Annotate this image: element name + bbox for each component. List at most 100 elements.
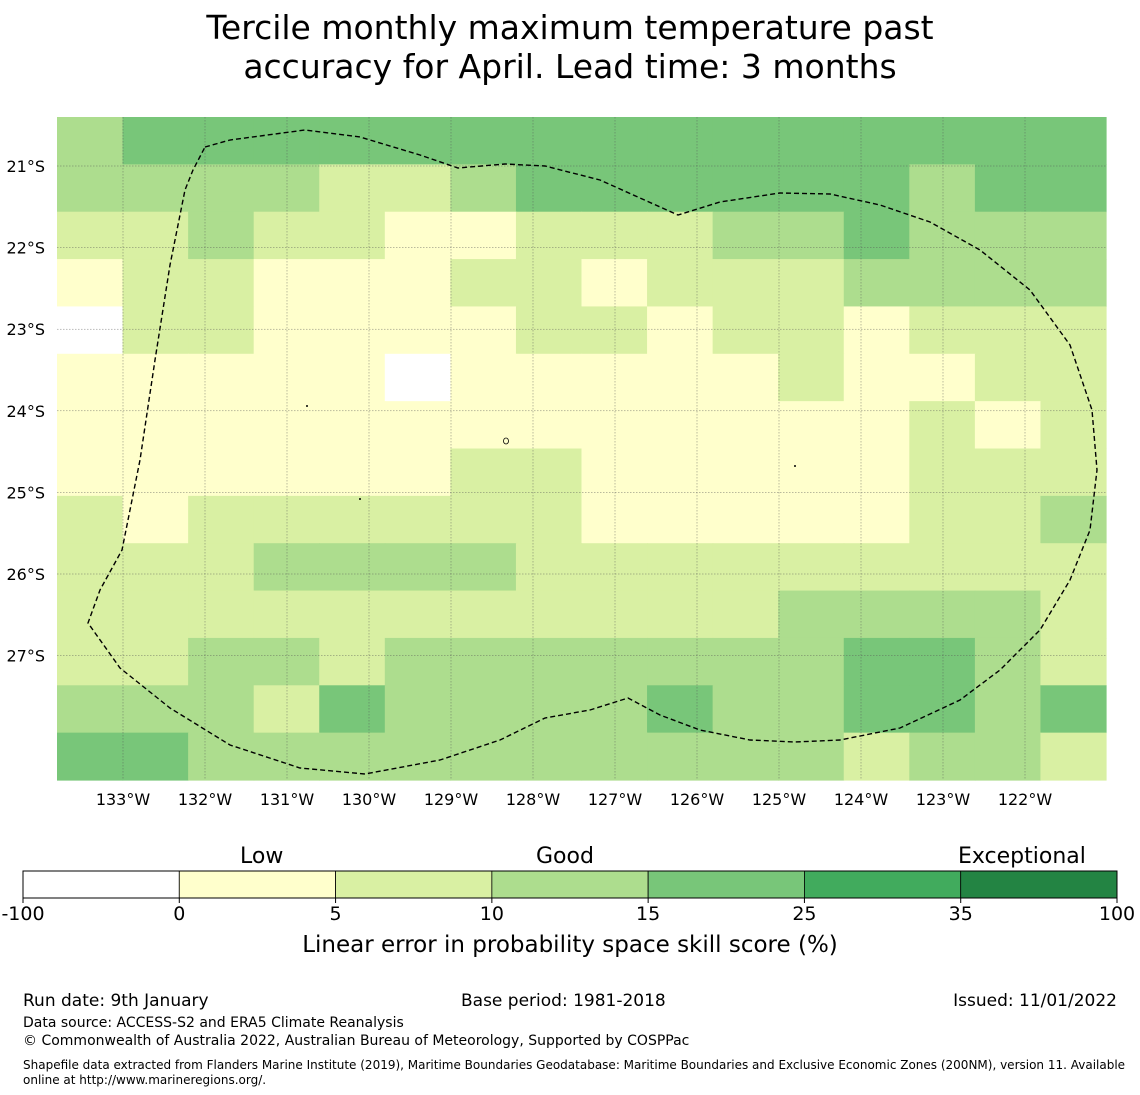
skill-cell xyxy=(319,117,386,165)
skill-cell xyxy=(909,637,976,686)
skill-cell xyxy=(515,117,583,165)
colorbar-segment xyxy=(647,870,805,899)
skill-cell xyxy=(57,590,124,639)
skill-cell xyxy=(581,495,648,544)
skill-cell xyxy=(974,448,1042,497)
skill-cell xyxy=(384,211,451,260)
skill-cell xyxy=(778,495,845,544)
skill-cell xyxy=(188,637,255,686)
skill-cell xyxy=(1040,306,1107,355)
longitude-label: 125°W xyxy=(752,790,807,809)
skill-cell xyxy=(1040,353,1107,402)
skill-cell xyxy=(843,590,910,639)
longitude-label: 133°W xyxy=(96,790,151,809)
skill-cell xyxy=(974,401,1042,450)
colorbar-label-good: Good xyxy=(536,844,594,869)
longitude-label: 122°W xyxy=(998,790,1053,809)
skill-cell xyxy=(581,259,648,308)
colorbar-tick-label: 5 xyxy=(330,903,342,925)
skill-cell xyxy=(384,732,451,781)
skill-cell xyxy=(581,306,648,355)
skill-cell xyxy=(384,495,451,544)
skill-cell xyxy=(909,448,976,497)
skill-cell xyxy=(122,401,189,450)
latitude-label: 22°S xyxy=(6,239,45,258)
skill-cell xyxy=(909,211,976,260)
skill-cell xyxy=(57,117,124,165)
skill-cell xyxy=(1040,732,1107,781)
skill-cell xyxy=(843,211,910,260)
skill-cell xyxy=(515,164,583,213)
copyright: © Commonwealth of Australia 2022, Austra… xyxy=(23,1033,690,1049)
colorbar-tick-label: 15 xyxy=(636,903,660,925)
skill-cell xyxy=(843,117,910,165)
skill-cell xyxy=(647,306,714,355)
latitude-label: 24°S xyxy=(6,402,45,421)
latitude-label: 27°S xyxy=(6,647,45,666)
skill-cell xyxy=(1040,685,1107,734)
longitude-label: 127°W xyxy=(588,790,643,809)
skill-cell xyxy=(450,164,517,213)
skill-cell xyxy=(974,306,1042,355)
skill-cell xyxy=(843,685,910,734)
skill-cell xyxy=(122,117,189,165)
issued-date: Issued: 11/01/2022 xyxy=(953,991,1117,1011)
colorbar-segment xyxy=(178,870,336,899)
skill-cell xyxy=(974,164,1042,213)
skill-cell xyxy=(647,401,714,450)
skill-cell xyxy=(581,590,648,639)
skill-cell xyxy=(1040,164,1107,213)
colorbar-tick-label: -100 xyxy=(1,903,44,925)
base-period: Base period: 1981-2018 xyxy=(461,991,666,1011)
skill-cell xyxy=(647,637,714,686)
skill-cell xyxy=(712,164,779,213)
skill-cell xyxy=(515,685,583,734)
latitude-label: 26°S xyxy=(6,565,45,584)
skill-cell xyxy=(450,211,517,260)
skill-cell xyxy=(1040,211,1107,260)
skill-cell xyxy=(384,259,451,308)
skill-cell xyxy=(57,211,124,260)
skill-cell xyxy=(384,448,451,497)
skill-cell xyxy=(581,448,648,497)
colorbar-tick-labels: -100 0 5 10 15 25 35 100 xyxy=(1,898,1135,925)
skill-cell xyxy=(188,495,255,544)
skill-cell xyxy=(188,401,255,450)
skill-cell xyxy=(450,637,517,686)
title-line-1: Tercile monthly maximum temperature past xyxy=(206,8,934,47)
longitude-label: 132°W xyxy=(178,790,233,809)
skill-cell xyxy=(384,590,451,639)
colorbar-tick-label: 35 xyxy=(949,903,973,925)
title-line-2: accuracy for April. Lead time: 3 months xyxy=(243,47,897,86)
skill-cell xyxy=(712,448,779,497)
eez-boundary xyxy=(87,129,1098,775)
skill-cell xyxy=(712,543,779,592)
colorbar-outline xyxy=(22,870,1118,899)
island-markers xyxy=(306,405,796,500)
skill-cell xyxy=(712,306,779,355)
skill-cell xyxy=(581,164,648,213)
skill-cell xyxy=(319,401,386,450)
skill-cell xyxy=(778,117,845,165)
skill-cell xyxy=(647,353,714,402)
skill-cell xyxy=(188,306,255,355)
skill-cell xyxy=(319,259,386,308)
skill-cell xyxy=(712,117,779,165)
skill-cell xyxy=(515,637,583,686)
skill-cell xyxy=(909,117,976,165)
skill-cell xyxy=(647,495,714,544)
skill-cell xyxy=(384,117,451,165)
skill-cell xyxy=(778,211,845,260)
skill-cell xyxy=(384,637,451,686)
skill-cell xyxy=(843,259,910,308)
skill-cell xyxy=(450,259,517,308)
skill-cell xyxy=(515,495,583,544)
skill-cell xyxy=(57,448,124,497)
skill-cell xyxy=(384,164,451,213)
skill-cell xyxy=(712,211,779,260)
longitude-label: 126°W xyxy=(670,790,725,809)
skill-cell xyxy=(122,353,189,402)
skill-cell xyxy=(384,401,451,450)
skill-cell xyxy=(1040,543,1107,592)
